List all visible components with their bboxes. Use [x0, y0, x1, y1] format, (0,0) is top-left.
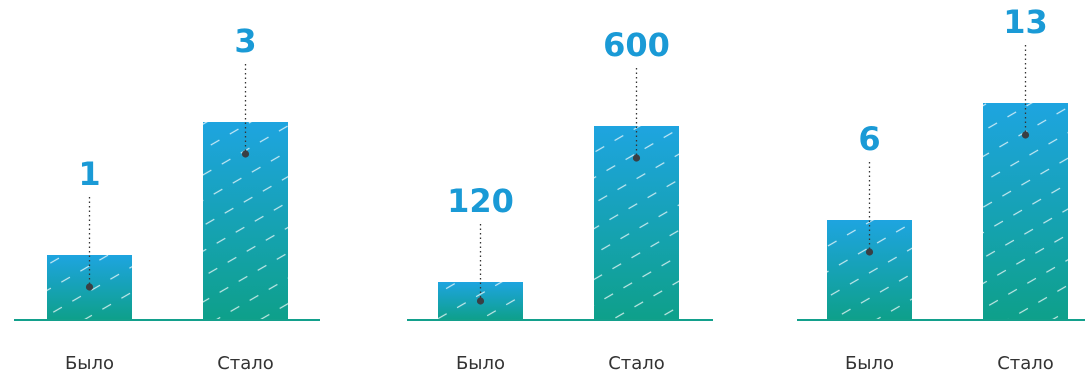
value-label: 13 — [1003, 3, 1048, 41]
category-label: Было — [456, 353, 505, 374]
leader-dot — [85, 283, 94, 291]
leader-dot — [476, 297, 485, 305]
category-label: Было — [65, 353, 114, 374]
value-label: 3 — [234, 22, 256, 60]
category-label: Стало — [608, 353, 665, 374]
chart-panel-2: 120 Было 600 Стало — [407, 26, 713, 374]
chart-panel-3: 6 Было 13 Стало — [797, 3, 1085, 374]
value-label: 6 — [858, 120, 880, 158]
bar-hatch — [827, 220, 912, 320]
value-label: 120 — [447, 182, 514, 220]
category-label: Стало — [997, 353, 1054, 374]
bar-hatch — [983, 103, 1068, 320]
value-label: 600 — [603, 26, 670, 64]
chart-panel-1: 1 Было 3 Стало — [14, 22, 320, 374]
leader-dot — [241, 150, 250, 158]
leader-dot — [1021, 131, 1030, 139]
category-label: Было — [845, 353, 894, 374]
leader-dot — [632, 154, 641, 162]
category-label: Стало — [217, 353, 274, 374]
value-label: 1 — [78, 155, 100, 193]
leader-dot — [865, 248, 874, 256]
